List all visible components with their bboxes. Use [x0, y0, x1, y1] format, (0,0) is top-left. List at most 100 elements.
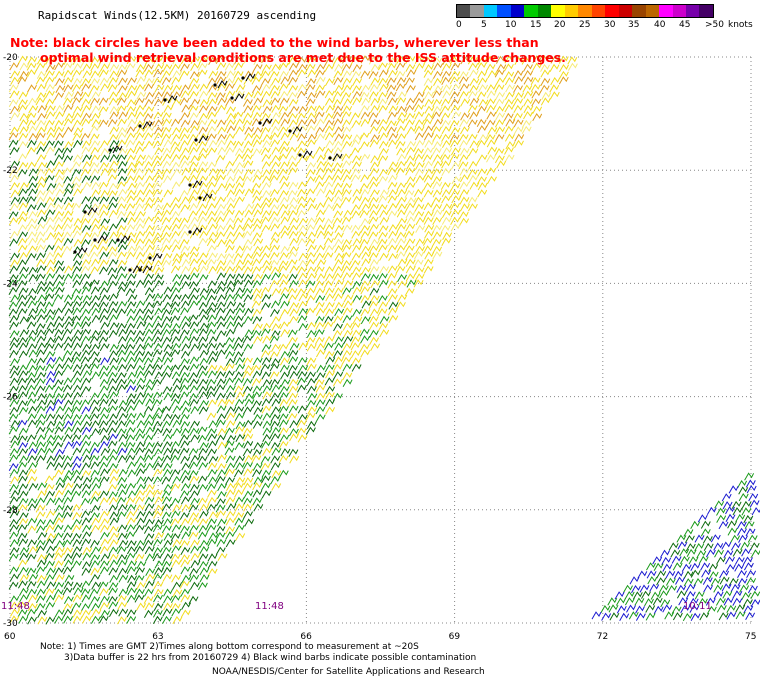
- wind-barb: [162, 454, 173, 463]
- wind-barb: [197, 497, 208, 506]
- wind-barb: [136, 560, 147, 569]
- wind-barb: [414, 125, 425, 134]
- wind-barb: [80, 132, 91, 141]
- wind-barb: [644, 598, 654, 607]
- wind-barb: [333, 287, 344, 296]
- wind-barb: [8, 308, 19, 317]
- wind-barb: [342, 265, 353, 274]
- wind-barb: [387, 293, 398, 303]
- wind-barb: [261, 224, 272, 233]
- wind-barb: [615, 597, 626, 606]
- wind-barb: [35, 511, 46, 520]
- wind-barb: [117, 335, 128, 345]
- wind-barb: [270, 231, 281, 240]
- wind-barb: [296, 202, 307, 211]
- wind-barb: [46, 567, 56, 576]
- wind-barb: [477, 154, 488, 163]
- wind-barb: [450, 98, 461, 107]
- wind-barb: [136, 63, 146, 73]
- wind-barb: [315, 307, 326, 316]
- wind-barb: [135, 300, 146, 309]
- wind-barb: [343, 329, 353, 338]
- wind-barb: [369, 294, 380, 304]
- wind-barb: [144, 216, 155, 225]
- wind-barb: [396, 231, 407, 240]
- wind-barb: [125, 139, 136, 148]
- wind-barb: [324, 301, 335, 310]
- wind-barb: [352, 316, 363, 325]
- wind-barb: [235, 287, 246, 296]
- wind-barb: [36, 308, 47, 317]
- wind-barb: [125, 280, 136, 289]
- wind-barb: [350, 56, 361, 65]
- wind-barb: [161, 503, 172, 512]
- wind-barb: [136, 91, 147, 100]
- wind-barb: [689, 604, 700, 613]
- wind-barb: [171, 98, 182, 107]
- wind-barb: [206, 258, 217, 267]
- wind-barb: [332, 98, 343, 108]
- wind-barb: [109, 574, 120, 583]
- wind-barb: [387, 167, 398, 176]
- wind-barb: [153, 111, 164, 120]
- wind-barb: [99, 301, 109, 310]
- wind-barb: [504, 91, 515, 100]
- wind-barb: [117, 238, 128, 248]
- wind-barb: [226, 321, 237, 330]
- wind-barb: [125, 454, 136, 463]
- wind-barb: [423, 132, 434, 141]
- wind-barb: [19, 181, 30, 191]
- wind-barb: [188, 133, 199, 142]
- wind-barb: [153, 581, 164, 590]
- wind-barb: [468, 174, 479, 183]
- wind-barb: [226, 202, 237, 212]
- wind-barb: [72, 377, 83, 386]
- wind-barb: [270, 188, 280, 197]
- wind-barb: [298, 342, 309, 351]
- wind-barb: [688, 556, 699, 565]
- wind-barb: [54, 147, 65, 156]
- wind-barb: [298, 293, 309, 302]
- wind-barb: [170, 594, 181, 604]
- wind-barb: [652, 556, 663, 565]
- wind-barb: [19, 455, 30, 464]
- wind-barb: [117, 420, 127, 429]
- wind-barb: [81, 462, 92, 471]
- wind-barb: [297, 209, 308, 218]
- wind-barb: [306, 244, 317, 253]
- wind-barb: [179, 189, 190, 198]
- wind-barb: [72, 413, 83, 423]
- wind-barb: [361, 258, 372, 267]
- wind-barb: [27, 413, 38, 422]
- wind-barb: [305, 98, 316, 107]
- wind-barb: [706, 605, 717, 615]
- wind-barb: [108, 258, 119, 268]
- wind-barb: [72, 273, 83, 282]
- wind-barb: [181, 104, 192, 113]
- wind-barb: [243, 468, 254, 477]
- wind-barb: [262, 139, 273, 149]
- wind-barb: [153, 546, 164, 556]
- contamination-note-line-2: optimal wind retrieval conditions are me…: [40, 50, 566, 65]
- wind-barb: [243, 343, 254, 352]
- wind-barb: [226, 189, 237, 198]
- wind-barb: [180, 203, 191, 213]
- legend-swatch: [457, 5, 471, 17]
- wind-barb: [441, 237, 452, 246]
- wind-barb: [226, 280, 237, 289]
- wind-barb: [280, 350, 291, 359]
- wind-barb: [117, 84, 128, 94]
- wind-barb: [252, 482, 263, 491]
- wind-barb: [660, 549, 670, 558]
- wind-barb: [199, 539, 210, 548]
- wind-barb: [135, 447, 146, 456]
- wind-barb: [652, 597, 663, 606]
- wind-barb: [287, 294, 298, 303]
- wind-barb: [406, 69, 417, 78]
- wind-barb: [270, 455, 281, 464]
- wind-barb: [278, 203, 289, 212]
- wind-barb: [242, 335, 253, 344]
- wind-barb: [71, 406, 82, 415]
- wind-barb: [297, 413, 308, 423]
